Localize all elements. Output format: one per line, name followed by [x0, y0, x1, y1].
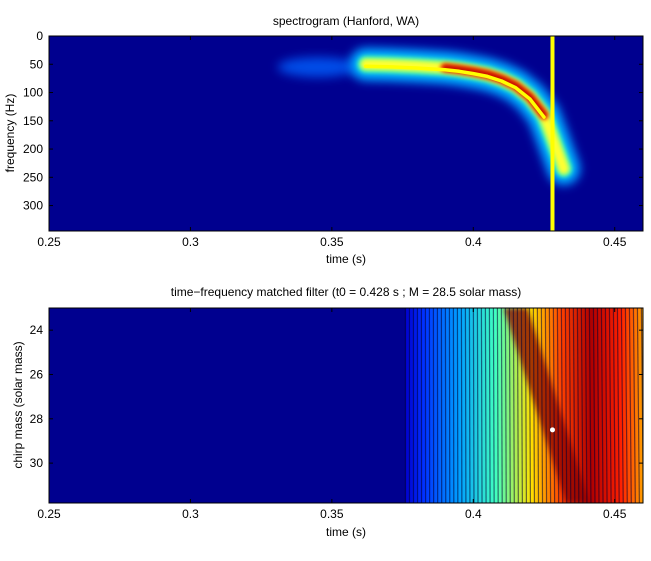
spectrogram-ticks: 0.25 0.3 0.35 0.4 0.45 0 50 100 150 200 250 300: [23, 29, 643, 249]
matched-filter-response: [405, 308, 643, 503]
spectrogram-ytick-label: 50: [30, 57, 44, 71]
matched-filter-xtick-label: 0.4: [465, 507, 482, 521]
spectrogram-ylabel: frequency (Hz): [3, 94, 17, 173]
spectrogram-heat: [277, 47, 581, 186]
matched-filter-xlabel: time (s): [326, 525, 366, 539]
matched-filter-ticks: 0.25 0.3 0.35 0.4 0.45 24 26 28 30: [30, 308, 643, 521]
spectrogram-xtick-label: 0.4: [465, 235, 482, 249]
matched-filter-xtick-label: 0.25: [37, 507, 61, 521]
matched-filter-xtick-label: 0.35: [320, 507, 344, 521]
matched-filter-ytick-label: 30: [30, 456, 44, 470]
matched-filter-ylabel: chirp mass (solar mass): [11, 341, 25, 468]
spectrogram-xtick-label: 0.25: [37, 235, 61, 249]
matched-filter-xtick-label: 0.3: [182, 507, 199, 521]
spectrogram-frame: [48, 35, 644, 232]
spectrogram-ytick-label: 150: [23, 114, 43, 128]
spectrogram-ytick-label: 100: [23, 86, 43, 100]
spectrogram-title: spectrogram (Hanford, WA): [273, 14, 419, 28]
matched-filter-title: time−frequency matched filter (t0 = 0.42…: [171, 285, 522, 299]
spectrogram-early-energy: [277, 57, 358, 78]
matched-filter-xtick-label: 0.45: [603, 507, 627, 521]
spectrogram-xtick-label: 0.35: [320, 235, 344, 249]
spectrogram-panel: spectrogram (Hanford, WA) 0.25 0.3 0.35 0.4…: [3, 14, 644, 266]
matched-filter-ytick-label: 28: [30, 412, 44, 426]
matched-filter-frame: [48, 307, 644, 504]
spectrogram-ytick-label: 250: [23, 170, 43, 184]
spectrogram-xlabel: time (s): [326, 252, 366, 266]
chirp-track: [364, 64, 546, 119]
matched-filter-heat: [404, 308, 643, 503]
spectrogram-xtick-label: 0.45: [603, 235, 627, 249]
spectrogram-xtick-label: 0.3: [182, 235, 199, 249]
matched-filter-stripes: [404, 308, 643, 503]
spectrogram-ytick-label: 0: [36, 29, 43, 43]
spectrogram-ytick-label: 200: [23, 142, 43, 156]
spectrogram-ytick-label: 300: [23, 199, 43, 213]
matched-filter-ytick-label: 26: [30, 367, 44, 381]
peak-marker: [549, 427, 555, 433]
matched-filter-panel: time−frequency matched filter (t0 = 0.42…: [11, 285, 644, 539]
matched-filter-ytick-label: 24: [30, 323, 44, 337]
